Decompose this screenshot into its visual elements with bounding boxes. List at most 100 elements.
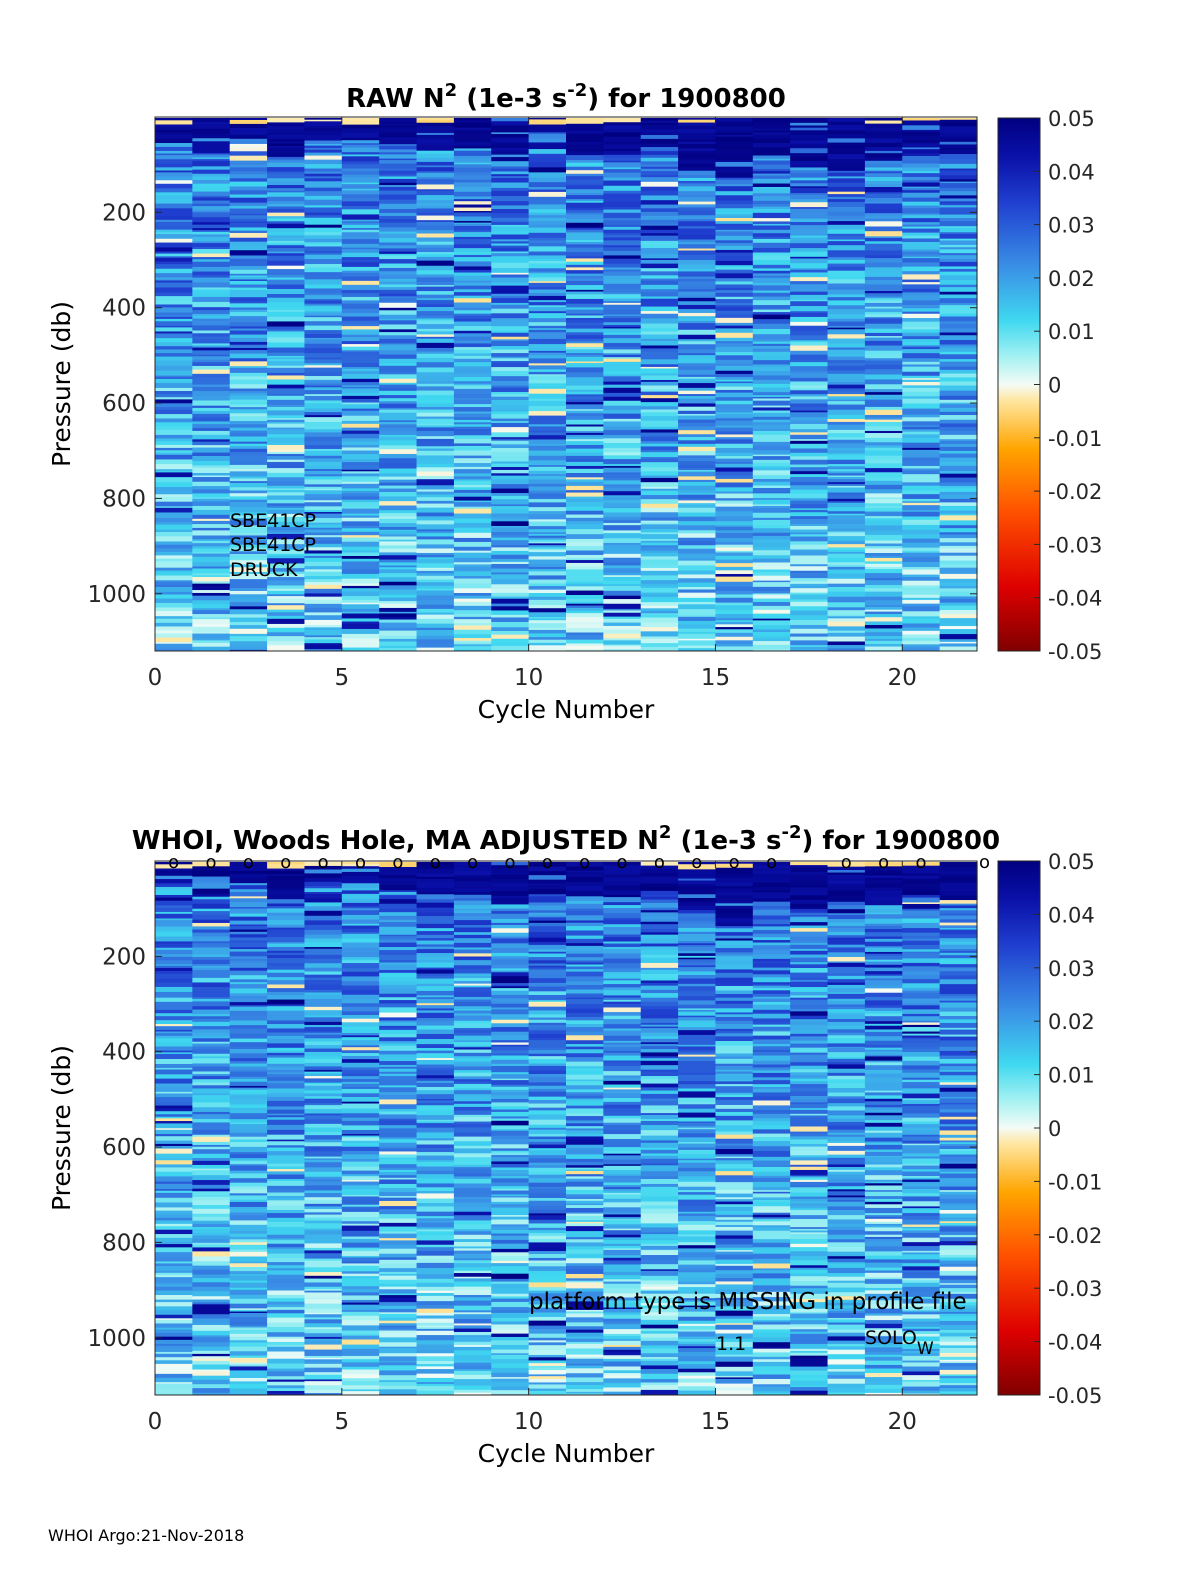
- heatmap-cell: [864, 394, 903, 401]
- heatmap-cell: [640, 420, 679, 425]
- heatmap-cell: [453, 1297, 492, 1302]
- heatmap-cell: [902, 594, 941, 599]
- heatmap-cell: [715, 493, 754, 499]
- heatmap-cell: [416, 919, 455, 925]
- heatmap-cell: [267, 490, 306, 493]
- heatmap-cell: [453, 1323, 492, 1326]
- heatmap-cell: [416, 627, 455, 631]
- heatmap-cell: [416, 165, 455, 168]
- heatmap-cell: [155, 868, 193, 872]
- heatmap-cell: [341, 444, 380, 448]
- heatmap-cell: [603, 318, 642, 323]
- heatmap-cell: [453, 211, 492, 213]
- heatmap-cell: [453, 537, 492, 543]
- heatmap-cell: [341, 219, 380, 222]
- heatmap-cell: [267, 623, 306, 629]
- heatmap-cell: [752, 238, 791, 244]
- heatmap-cell: [379, 1375, 418, 1381]
- heatmap-cell: [453, 272, 492, 277]
- heatmap-cell: [603, 328, 642, 334]
- heatmap-cell: [528, 549, 567, 553]
- heatmap-cell: [416, 923, 455, 929]
- heatmap-cell: [267, 464, 306, 469]
- heatmap-cell: [566, 645, 604, 650]
- heatmap-cell: [155, 900, 193, 906]
- heatmap-cell: [192, 633, 231, 639]
- heatmap-cell: [790, 512, 829, 517]
- heatmap-cell: [304, 619, 343, 626]
- heatmap-cell: [528, 444, 567, 447]
- heatmap-cell: [939, 207, 978, 212]
- heatmap-cell: [827, 424, 866, 431]
- heatmap-cell: [304, 1090, 343, 1094]
- heatmap-cell: [678, 440, 717, 445]
- heatmap-cell: [192, 1168, 231, 1171]
- heatmap-cell: [229, 896, 268, 899]
- heatmap-cell: [827, 464, 866, 467]
- heatmap-cell: [453, 583, 492, 589]
- heatmap-cell: [304, 547, 343, 551]
- heatmap-cell: [192, 866, 231, 872]
- heatmap-cell: [229, 1015, 268, 1021]
- heatmap-cell: [715, 160, 754, 163]
- heatmap-cell: [192, 893, 231, 898]
- heatmap-cell: [603, 418, 642, 422]
- heatmap-cell: [827, 502, 866, 508]
- heatmap-cell: [752, 312, 791, 316]
- heatmap-cell: [603, 177, 642, 181]
- heatmap-cell: [864, 484, 903, 490]
- heatmap-cell: [304, 1096, 343, 1100]
- heatmap-cells: [155, 861, 978, 1396]
- heatmap-cell: [453, 1070, 492, 1074]
- heatmap-cell: [416, 865, 455, 870]
- heatmap-cell: [902, 361, 941, 365]
- heatmap-cell: [416, 1203, 455, 1207]
- heatmap-cell: [528, 221, 567, 226]
- heatmap-cell: [192, 1314, 231, 1319]
- heatmap-cell: [491, 367, 530, 372]
- heatmap-cell: [827, 221, 866, 226]
- heatmap-cell: [453, 196, 492, 200]
- heatmap-cell: [192, 876, 231, 882]
- heatmap-cell: [229, 404, 268, 408]
- heatmap-cell: [155, 377, 193, 380]
- heatmap-cell: [379, 1259, 418, 1265]
- heatmap-cell: [491, 302, 530, 306]
- heatmap-cell: [304, 168, 343, 172]
- heatmap-cell: [304, 1062, 343, 1067]
- heatmap-cell: [304, 1206, 343, 1210]
- heatmap-cell: [416, 347, 455, 352]
- heatmap-cell: [155, 610, 193, 617]
- heatmap-cell: [827, 616, 866, 619]
- heatmap-cell: [192, 176, 231, 181]
- heatmap-cell: [453, 191, 492, 197]
- heatmap-cell: [678, 401, 717, 404]
- heatmap-cell: [827, 528, 866, 532]
- heatmap-cell: [267, 117, 306, 123]
- heatmap-cell: [192, 271, 231, 276]
- heatmap-cell: [939, 578, 978, 584]
- heatmap-cell: [229, 215, 268, 220]
- heatmap-cell: [640, 223, 679, 227]
- heatmap-cell: [304, 1340, 343, 1345]
- heatmap-cell: [416, 446, 455, 449]
- heatmap-cell: [939, 507, 978, 512]
- heatmap-cell: [491, 873, 530, 876]
- heatmap-cell: [155, 1283, 193, 1288]
- heatmap-cell: [155, 1339, 193, 1345]
- heatmap-cell: [192, 1227, 231, 1229]
- heatmap-cell: [341, 933, 380, 940]
- heatmap-cell: [790, 134, 829, 140]
- heatmap-cell: [379, 170, 418, 175]
- heatmap-cell: [491, 518, 530, 522]
- heatmap-cell: [304, 367, 343, 373]
- heatmap-cell: [192, 610, 231, 615]
- heatmap-cell: [453, 1289, 492, 1296]
- heatmap-cell: [267, 147, 306, 151]
- heatmap-cell: [155, 1029, 193, 1032]
- heatmap-cell: [902, 210, 941, 214]
- heatmap-cell: [453, 1350, 492, 1356]
- heatmap-cell: [902, 271, 941, 275]
- heatmap-cell: [341, 1257, 380, 1263]
- heatmap-cell: [379, 607, 418, 613]
